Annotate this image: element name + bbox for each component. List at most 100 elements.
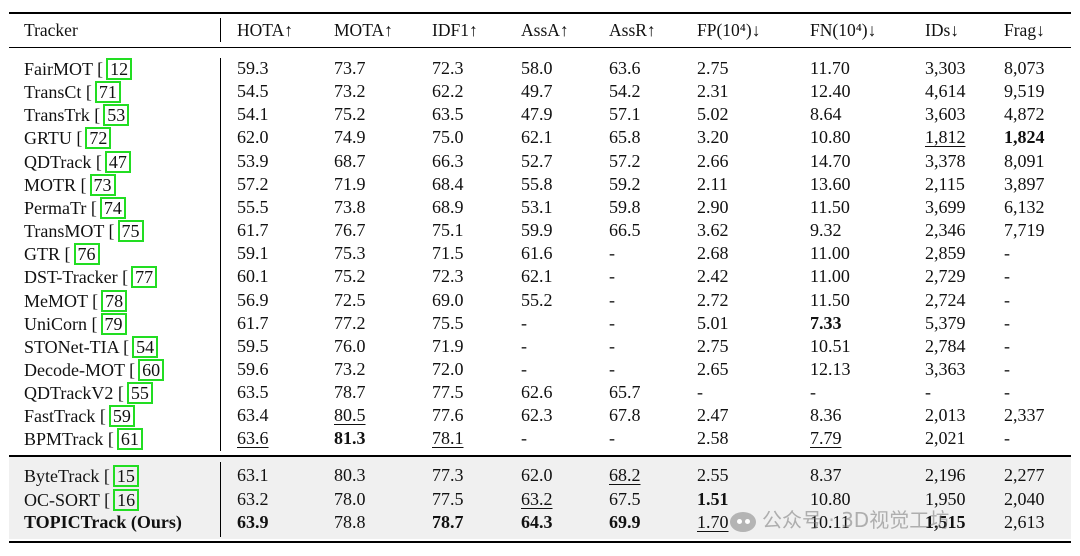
citation-link[interactable]: 16 <box>113 488 140 511</box>
citation-link[interactable]: 78 <box>101 289 128 312</box>
cell-idf1: 75.5 <box>432 312 464 333</box>
cell-fp: 2.31 <box>697 81 729 102</box>
citation-link[interactable]: 54 <box>132 335 159 358</box>
cell-idf1: 77.5 <box>432 382 464 403</box>
cell-hota: 57.2 <box>237 173 269 194</box>
citation-link[interactable]: 53 <box>103 104 130 127</box>
tracker-name: PermaTr [74 <box>24 196 126 219</box>
cell-idf1: 78.1 <box>432 428 464 449</box>
cell-assr: 59.2 <box>609 173 641 194</box>
cell-assr: - <box>609 266 615 287</box>
cell-assa: - <box>521 312 527 333</box>
citation-link[interactable]: 79 <box>100 312 127 335</box>
cell-hota: 60.1 <box>237 266 269 287</box>
cell-fn: 10.11 <box>810 512 850 532</box>
citation-link[interactable]: 74 <box>99 196 126 219</box>
tracker-name: BPMTrack [61 <box>24 428 143 451</box>
cell-idf1: 62.2 <box>432 81 464 102</box>
cell-assa: 63.2 <box>521 488 553 509</box>
cell-fn: - <box>810 382 816 403</box>
citation-link[interactable]: 77 <box>131 266 158 289</box>
cell-hota: 55.5 <box>237 196 269 217</box>
tracker-name-text: QDTrackV2 <box>24 383 114 404</box>
cell-mota: 72.5 <box>334 289 366 310</box>
cell-ids: 3,699 <box>925 196 966 217</box>
cell-idf1: 66.3 <box>432 150 464 171</box>
citation-link[interactable]: 60 <box>138 358 165 381</box>
cell-frag: 2,613 <box>1004 512 1045 532</box>
cell-fn: 10.80 <box>810 127 851 148</box>
tracker-name: TOPICTrack (Ours) <box>24 512 182 532</box>
cell-frag: 4,872 <box>1004 104 1045 125</box>
column-header-fp: FP(10⁴)↓ <box>697 20 761 40</box>
cell-fp: 1.70 <box>697 512 729 532</box>
tracker-name-text: TransCt <box>24 82 82 103</box>
cell-fp: 2.55 <box>697 465 729 485</box>
citation-link[interactable]: 71 <box>94 81 121 104</box>
citation-link[interactable]: 15 <box>112 465 139 487</box>
cell-mota: 71.9 <box>334 173 366 194</box>
cell-ids: 1,515 <box>925 512 966 532</box>
cell-hota: 63.1 <box>237 465 269 485</box>
cell-fp: 2.72 <box>697 289 729 310</box>
cell-assa: 55.2 <box>521 289 553 310</box>
cell-frag: - <box>1004 289 1010 310</box>
citation-link[interactable]: 55 <box>126 382 153 405</box>
cell-idf1: 71.5 <box>432 243 464 264</box>
cell-assa: 53.1 <box>521 196 553 217</box>
cell-fn: 10.51 <box>810 335 851 356</box>
cell-assr: 67.5 <box>609 488 641 509</box>
cell-hota: 54.1 <box>237 104 269 125</box>
citation-link[interactable]: 12 <box>106 58 133 80</box>
cell-idf1: 72.3 <box>432 266 464 287</box>
cell-hota: 63.5 <box>237 382 269 403</box>
cell-ids: 1,812 <box>925 127 966 148</box>
cell-frag: 2,337 <box>1004 405 1045 426</box>
cell-idf1: 78.7 <box>432 512 464 532</box>
tracker-name-text: FairMOT <box>24 59 93 79</box>
tracker-name-text: FastTrack <box>24 406 96 427</box>
citation-link[interactable]: 76 <box>73 243 100 266</box>
tracker-name: TransMOT [75 <box>24 220 144 243</box>
cell-fn: 11.00 <box>810 266 850 287</box>
cell-ids: 2,196 <box>925 465 966 485</box>
cell-fn: 11.50 <box>810 196 850 217</box>
cell-fp: 5.01 <box>697 312 729 333</box>
citation-link[interactable]: 72 <box>85 127 112 150</box>
cell-fn: 10.80 <box>810 488 851 509</box>
cell-assr: 69.9 <box>609 512 641 532</box>
cell-mota: 78.0 <box>334 488 366 509</box>
cell-idf1: 77.3 <box>432 465 464 485</box>
cell-hota: 63.6 <box>237 428 269 449</box>
cell-hota: 59.3 <box>237 58 269 78</box>
cell-frag: - <box>1004 266 1010 287</box>
cell-assa: 64.3 <box>521 512 553 532</box>
cell-frag: 8,091 <box>1004 150 1045 171</box>
tracker-name: QDTrack [47 <box>24 150 131 173</box>
cell-assr: 63.6 <box>609 58 641 78</box>
citation-link[interactable]: 61 <box>116 428 143 451</box>
citation-link[interactable]: 59 <box>108 405 135 428</box>
cell-fn: 11.00 <box>810 243 850 264</box>
cell-assa: - <box>521 358 527 379</box>
citation-link[interactable]: 73 <box>89 173 116 196</box>
tracker-name-text: PermaTr <box>24 197 87 218</box>
cell-frag: - <box>1004 428 1010 449</box>
tracker-name: MeMOT [78 <box>24 289 128 312</box>
citation-link[interactable]: 75 <box>117 220 144 243</box>
cell-mota: 68.7 <box>334 150 366 171</box>
tracker-name: TransTrk [53 <box>24 104 130 127</box>
cell-mota: 77.2 <box>334 312 366 333</box>
cell-fn: 12.13 <box>810 358 851 379</box>
cell-hota: 61.7 <box>237 220 269 241</box>
cell-fn: 9.32 <box>810 220 842 241</box>
cell-ids: 2,021 <box>925 428 966 449</box>
cell-idf1: 63.5 <box>432 104 464 125</box>
citation-link[interactable]: 47 <box>104 150 131 173</box>
tracker-name-text: DST-Tracker <box>24 267 118 288</box>
cell-mota: 80.3 <box>334 465 366 485</box>
tracker-name: GTR [76 <box>24 243 100 266</box>
tracker-name-text: BPMTrack <box>24 429 104 450</box>
wechat-icon <box>730 511 756 532</box>
cell-assr: - <box>609 428 615 449</box>
